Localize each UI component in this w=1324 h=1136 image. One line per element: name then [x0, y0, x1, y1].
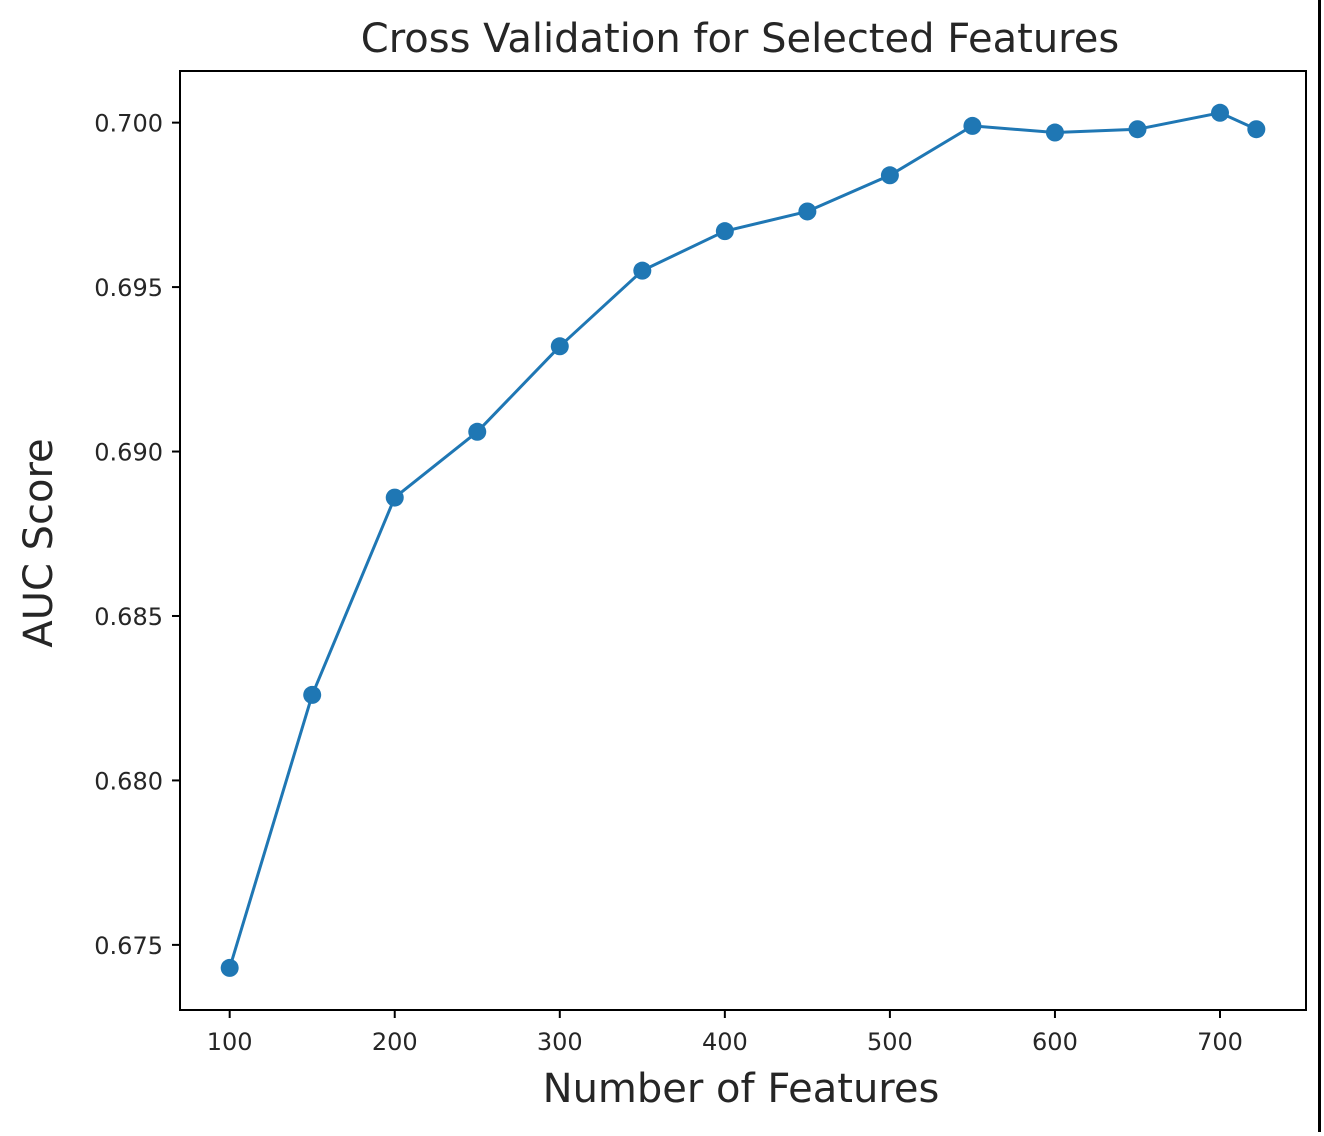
data-point — [1045, 123, 1064, 142]
x-tick-label: 200 — [372, 1028, 418, 1056]
series-line — [228, 111, 1257, 969]
data-point — [468, 422, 487, 441]
chart-title: Cross Validation for Selected Features — [361, 16, 1119, 62]
y-tick-label: 0.680 — [94, 767, 163, 795]
x-tick-label: 100 — [207, 1028, 253, 1056]
series-layer — [220, 103, 1266, 977]
data-point — [880, 166, 899, 185]
x-tick-label: 300 — [537, 1028, 583, 1056]
data-point — [715, 222, 734, 241]
data-point — [1128, 120, 1147, 139]
y-tick-label: 0.685 — [94, 603, 163, 631]
data-point — [550, 337, 569, 356]
y-axis: 0.675 0.680 0.685 0.690 0.695 0.700 — [94, 110, 180, 960]
y-tick-label: 0.700 — [94, 110, 163, 138]
x-tick-label: 600 — [1032, 1028, 1078, 1056]
x-axis: 100 200 300 400 500 600 700 — [207, 1010, 1243, 1056]
data-point — [1247, 120, 1266, 139]
data-point — [385, 488, 404, 507]
y-tick-label: 0.675 — [94, 932, 163, 960]
figure-right-border — [1318, 0, 1321, 1132]
y-tick-label: 0.695 — [94, 274, 163, 302]
data-point — [963, 116, 982, 135]
data-point — [1211, 103, 1230, 122]
x-tick-label: 700 — [1197, 1028, 1243, 1056]
x-tick-label: 500 — [867, 1028, 913, 1056]
data-point — [798, 202, 817, 221]
data-point — [633, 261, 652, 280]
y-tick-label: 0.690 — [94, 439, 163, 467]
data-point — [220, 958, 239, 977]
x-tick-label: 400 — [702, 1028, 748, 1056]
data-point — [303, 685, 322, 704]
y-axis-label: AUC Score — [16, 438, 62, 647]
x-axis-label: Number of Features — [543, 1066, 940, 1112]
plot-area-frame — [179, 70, 1307, 1011]
